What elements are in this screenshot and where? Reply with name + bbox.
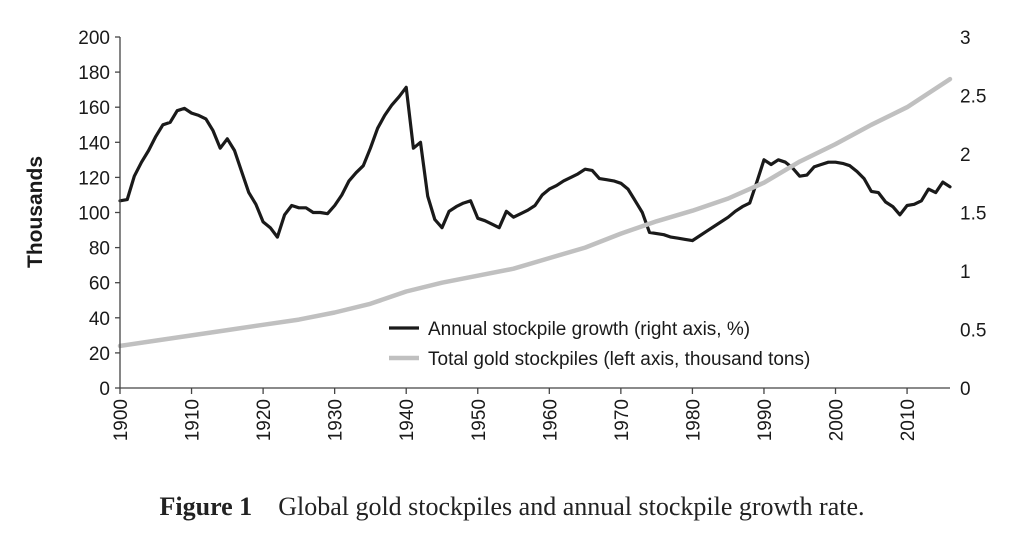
right-axis-tick-label: 1	[960, 262, 971, 283]
chart: 20018016014012010080604020032.521.510.50…	[24, 28, 986, 441]
x-axis-tick-label: 1950	[469, 399, 490, 441]
left-axis-tick-label: 140	[78, 133, 110, 154]
series-line-stockpile	[117, 76, 953, 349]
right-axis-tick-label: 1.5	[960, 204, 986, 225]
left-axis-tick-label: 180	[78, 63, 110, 84]
left-axis-tick-label: 40	[89, 309, 110, 330]
x-axis-tick-label: 1930	[326, 399, 347, 441]
x-axis-tick-label: 2010	[898, 399, 919, 441]
left-axis-tick-label: 60	[89, 274, 110, 295]
left-axis-tick-label: 160	[78, 98, 110, 119]
plot-area	[117, 76, 953, 349]
legend: Annual stockpile growth (right axis, %) T…	[389, 319, 810, 370]
x-axis-tick-label: 1970	[612, 399, 633, 441]
figure-caption-text: Global gold stockpiles and annual stockp…	[278, 492, 865, 521]
x-axis-tick-label: 1920	[254, 399, 275, 441]
legend-label-growth: Annual stockpile growth (right axis, %)	[428, 319, 750, 340]
figure-caption-label: Figure 1	[159, 492, 253, 521]
right-axis-tick-label: 3	[960, 28, 971, 49]
series-line-growth	[118, 85, 952, 243]
x-axis-tick-label: 1910	[183, 399, 204, 441]
left-axis-tick-label: 200	[78, 28, 110, 49]
left-axis-tick-label: 0	[99, 379, 110, 400]
left-axis-tick-label: 80	[89, 239, 110, 260]
x-axis-tick-label: 1960	[540, 399, 561, 441]
left-axis-title: Thousands	[24, 156, 47, 268]
legend-label-stockpile: Total gold stockpiles (left axis, thousa…	[428, 349, 810, 370]
left-axis-tick-label: 120	[78, 168, 110, 189]
right-axis-tick-label: 0	[960, 379, 971, 400]
right-axis-tick-label: 0.5	[960, 321, 986, 342]
left-axis-tick-label: 100	[78, 204, 110, 225]
left-axis-tick-label: 20	[89, 344, 110, 365]
x-axis-tick-label: 1900	[111, 399, 132, 441]
axes: 20018016014012010080604020032.521.510.50…	[78, 28, 986, 441]
x-axis-tick-label: 1990	[755, 399, 776, 441]
x-axis-tick-label: 1980	[683, 399, 704, 441]
figure-caption: Figure 1 Global gold stockpiles and annua…	[0, 492, 1024, 522]
right-axis-tick-label: 2.5	[960, 87, 986, 108]
x-axis-tick-label: 2000	[827, 399, 848, 441]
x-axis-tick-label: 1940	[397, 399, 418, 441]
right-axis-tick-label: 2	[960, 145, 971, 166]
